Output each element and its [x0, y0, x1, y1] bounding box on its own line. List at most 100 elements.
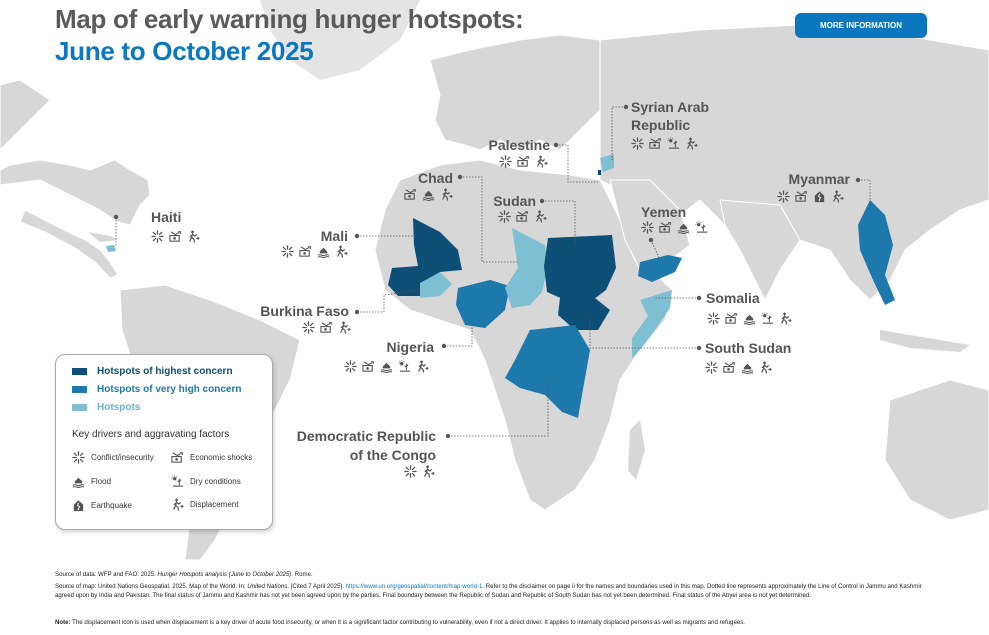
label-myanmar: Myanmar	[788, 171, 850, 187]
label-mali: Mali	[320, 228, 348, 244]
leader-nigeria	[444, 325, 473, 347]
page-title: Map of early warning hunger hotspots:	[55, 4, 524, 34]
economic-shocks-icon	[320, 321, 333, 334]
legend-hotspot-swatch	[72, 404, 87, 411]
legend-hotspot-label: Hotspots	[97, 402, 141, 413]
label-drc-line1: Democratic Republic	[296, 428, 436, 444]
haiti-shape	[106, 245, 116, 252]
chad-shape	[505, 228, 548, 308]
dry-conditions-icon	[398, 360, 411, 373]
land-madagascar	[628, 420, 645, 480]
footer-note-text: The displacement icon is used when displ…	[70, 619, 745, 626]
burkina-faso-shape	[420, 272, 452, 298]
displacement-icon	[187, 230, 200, 243]
conflict-icon	[707, 312, 720, 325]
displacement-icon	[535, 155, 548, 168]
displacement-icon	[685, 137, 698, 150]
yemen-shape	[638, 255, 682, 282]
footer-map-source-link[interactable]: https://www.un.org/geospatial/content/ma…	[345, 583, 483, 590]
legend-hotspot: Hotspots	[72, 402, 140, 413]
footer-data-source: Source of data: WFP and FAO. 2025. Hunge…	[55, 570, 925, 579]
economic-shocks-icon	[171, 451, 184, 464]
conflict-icon	[404, 465, 417, 478]
economic-shocks-icon	[362, 360, 375, 373]
legend-highest-swatch	[72, 368, 87, 375]
displacement-icon	[422, 465, 435, 478]
nigeria-shape	[456, 280, 510, 328]
economic-shocks-icon	[659, 221, 672, 234]
label-syria-line1: Syrian Arab	[631, 99, 710, 115]
sudan-shape	[544, 235, 616, 302]
legend: Hotspots of highest concern Hotspots of …	[55, 354, 273, 530]
palestine-shape	[598, 170, 601, 175]
label-palestine: Palestine	[488, 137, 550, 153]
footer-note-label: Note:	[55, 619, 71, 626]
land-greenland	[260, 0, 420, 80]
label-haiti: Haiti	[151, 209, 182, 225]
leader-yemen	[650, 239, 661, 261]
legend-earthquake: Earthquake	[72, 499, 132, 512]
land-europe	[429, 34, 601, 151]
land-india	[719, 199, 801, 302]
drivers-drc	[404, 464, 435, 478]
legend-economic: Economic shocks	[171, 451, 252, 464]
land-north-america	[0, 79, 151, 279]
conflict-icon	[641, 221, 654, 234]
displacement-icon	[416, 360, 429, 373]
displacement-icon	[759, 361, 772, 374]
label-burkina-faso: Burkina Faso	[260, 303, 349, 319]
legend-displacement-label: Displacement	[190, 500, 239, 509]
legend-flood: Flood	[72, 475, 111, 488]
legend-flood-label: Flood	[91, 477, 112, 486]
legend-conflict-label: Conflict/insecurity	[91, 453, 154, 462]
displacement-icon	[534, 210, 547, 223]
drivers-somalia	[707, 311, 792, 325]
footer-map-source-rest: . Refer to the disclaimer on page ii for…	[55, 583, 922, 599]
displacement-icon	[338, 321, 351, 334]
leader-sudan	[542, 200, 576, 245]
conflict-icon	[631, 137, 644, 150]
label-drc-line2: of the Congo	[349, 447, 436, 463]
drivers-nigeria	[344, 359, 429, 373]
leader-dots	[113, 104, 861, 439]
flood-icon	[743, 312, 756, 325]
drivers-yemen	[641, 220, 708, 234]
conflict-icon	[344, 360, 357, 373]
drivers-chad	[404, 187, 453, 201]
conflict-icon	[498, 210, 511, 223]
flood-icon	[317, 245, 330, 258]
drivers-syria	[631, 136, 698, 150]
legend-earthquake-label: Earthquake	[91, 501, 132, 510]
conflict-icon	[302, 321, 315, 334]
label-somalia: Somalia	[706, 290, 760, 306]
drivers-south-sudan	[705, 360, 772, 374]
economic-shocks-icon	[795, 190, 808, 203]
drivers-mali	[281, 244, 348, 258]
flood-icon	[72, 475, 85, 488]
leader-drc	[448, 380, 549, 437]
label-nigeria: Nigeria	[386, 339, 434, 355]
footer-data-source-prefix: Source of data: WFP and FAO. 2025.	[55, 571, 158, 578]
more-information-button[interactable]: MORE INFORMATION	[795, 13, 927, 38]
economic-shocks-icon	[516, 210, 529, 223]
dry-conditions-icon	[667, 137, 680, 150]
displacement-icon	[779, 312, 792, 325]
leader-burkina	[357, 289, 421, 313]
economic-shocks-icon	[169, 230, 182, 243]
flood-icon	[741, 361, 754, 374]
somalia-shape	[632, 290, 672, 358]
displacement-icon	[831, 190, 844, 203]
earthquake-icon	[72, 499, 85, 512]
drivers-sudan	[498, 209, 547, 223]
displacement-icon	[171, 498, 184, 511]
flood-icon	[380, 360, 393, 373]
leader-chad	[460, 176, 518, 263]
syria-shape	[600, 154, 614, 172]
legend-highest-label: Hotspots of highest concern	[97, 366, 233, 377]
conflict-icon	[281, 245, 294, 258]
conflict-icon	[151, 230, 164, 243]
legend-conflict: Conflict/insecurity	[72, 451, 154, 464]
dry-conditions-icon	[761, 312, 774, 325]
footer-data-source-suffix: . Rome.	[291, 571, 313, 578]
